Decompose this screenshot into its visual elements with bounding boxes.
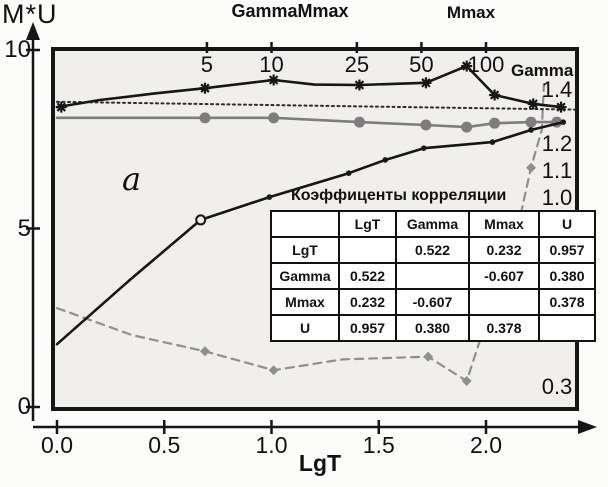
open-circle-marker-icon (195, 214, 207, 226)
x-tick-label: 1.5 (362, 432, 395, 458)
y-tick-label: 10 (4, 36, 31, 63)
top-curve-label-mmax: Mmax (446, 3, 496, 22)
y-tick-label: 5 (17, 214, 31, 242)
right-axis-label: 1.4 (541, 77, 573, 102)
dot-marker-icon (560, 119, 567, 125)
x-tick-label: 0.0 (41, 432, 73, 458)
table-cell: 0.380 (538, 262, 596, 290)
x-tick-label: 2.0 (470, 432, 502, 458)
y-tick-label: 0 (17, 393, 31, 420)
table-cell: 0.378 (468, 314, 540, 342)
diamond-marker-icon (268, 365, 279, 376)
top-tick-label: 50 (409, 52, 434, 77)
star-marker-icon (528, 99, 538, 109)
correlation-table: LgT Gamma Mmax U LgT 0.522 0.232 0.957 Gamma 0.5… (270, 210, 596, 342)
table-body: LgT 0.522 0.232 0.957 Gamma 0.522 -0.607 0.380 M… (270, 236, 596, 342)
dot-marker-icon (345, 170, 352, 176)
x-tick-label: 0.5 (148, 432, 181, 458)
dot-marker-icon (266, 194, 273, 200)
top-tick-label: 5 (200, 52, 214, 77)
table-cell: 0.232 (338, 288, 397, 316)
series-dotted-trend (56, 100, 578, 111)
right-axis-label: 1.2 (541, 131, 573, 156)
table-row: LgT 0.522 0.232 0.957 (270, 236, 596, 264)
correlation-table-title: Коэффиценты корреляции (291, 187, 507, 204)
table-cell: 0.522 (395, 236, 470, 264)
table-header-row: LgT Gamma Mmax U (270, 210, 596, 238)
table-head: LgT Gamma Mmax U (270, 210, 596, 238)
star-marker-icon (56, 102, 66, 112)
dot-marker-icon (489, 139, 496, 145)
star-marker-icon (354, 80, 365, 90)
table-row: Gamma 0.522 -0.607 0.380 (270, 262, 596, 290)
x-axis-title: LgT (298, 450, 342, 476)
column-header: LgT (338, 210, 397, 238)
table-row: U 0.957 0.380 0.378 (270, 314, 596, 342)
star-marker-icon (489, 90, 500, 100)
dot-marker-icon (382, 157, 388, 163)
gamma-curve-label: Gamma (511, 61, 574, 80)
panel-label-a: a (122, 160, 142, 198)
gray-circle-marker-icon (268, 112, 280, 124)
gray-circle-marker-icon (525, 116, 537, 128)
series-mmax-stars (55, 64, 563, 109)
gray-circle-marker-icon (461, 121, 473, 133)
star-marker-icon (462, 61, 472, 71)
column-header (270, 210, 340, 238)
column-header: U (538, 210, 596, 238)
diamond-marker-icon (200, 346, 211, 357)
table-cell (538, 314, 596, 342)
series-u-line (55, 120, 565, 346)
table-cell: -0.607 (468, 262, 540, 290)
table-cell: 0.522 (338, 262, 397, 290)
row-header: LgT (270, 236, 340, 264)
star-marker-icon (200, 83, 210, 93)
top-tick-label: 25 (344, 52, 370, 77)
right-axis-label: 1.1 (541, 158, 573, 183)
table-cell: 0.380 (395, 314, 470, 342)
row-header: U (270, 314, 340, 342)
y-axis-arrow (26, 22, 40, 40)
column-header: Mmax (468, 210, 540, 238)
diamond-marker-icon (461, 376, 472, 386)
y-axis-title: M*U (2, 0, 58, 29)
table-cell (468, 288, 540, 316)
table-row: Mmax 0.232 -0.607 0.378 (270, 288, 596, 316)
top-curve-label-gammammax: GammaMmax (231, 1, 349, 21)
dot-marker-icon (528, 127, 534, 133)
gray-circle-marker-icon (199, 112, 211, 124)
table-cell (338, 236, 397, 264)
diamond-marker-icon (423, 351, 434, 362)
table-cell (395, 262, 470, 290)
gray-circle-marker-icon (489, 117, 501, 129)
top-tick-label: 100 (467, 52, 505, 77)
table-cell: 0.232 (468, 236, 540, 264)
gray-circle-marker-icon (420, 119, 432, 131)
gray-circle-marker-icon (353, 116, 365, 128)
x-tick-label: 1.0 (255, 432, 288, 458)
star-marker-icon (556, 102, 566, 112)
star-marker-icon (421, 78, 431, 88)
top-tick-label: 10 (259, 52, 284, 77)
table-cell: 0.957 (338, 314, 397, 342)
table-cell: -0.607 (395, 288, 470, 316)
dot-marker-icon (420, 145, 427, 151)
table-cell: 0.957 (538, 236, 596, 264)
table-cell: 0.378 (538, 288, 596, 316)
row-header: Mmax (270, 288, 340, 316)
row-header: Gamma (270, 262, 340, 290)
diamond-marker-icon (526, 162, 537, 173)
star-marker-icon (268, 75, 279, 85)
column-header: Gamma (395, 210, 470, 238)
right-axis-label: 0.3 (541, 374, 573, 399)
x-axis-arrow (578, 420, 597, 434)
right-axis-label: 1.0 (541, 185, 573, 210)
